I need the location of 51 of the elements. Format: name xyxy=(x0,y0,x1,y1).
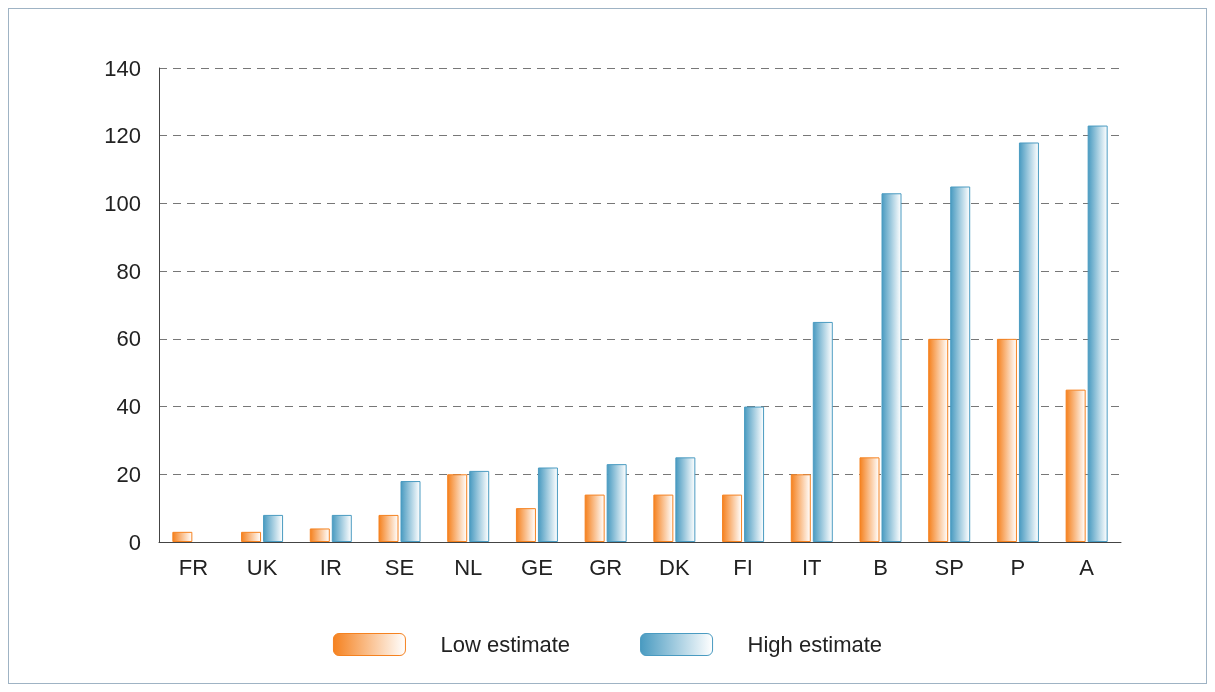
y-tick-label: 140 xyxy=(104,55,141,81)
x-tick-label: IR xyxy=(319,554,342,580)
bar xyxy=(172,531,193,542)
bar xyxy=(790,474,811,542)
y-tick-label: 80 xyxy=(116,258,141,284)
bar xyxy=(722,494,743,542)
y-tick-label: 120 xyxy=(104,123,141,149)
y-tick-label: 40 xyxy=(116,394,141,420)
bar xyxy=(584,494,605,542)
x-tick-label: DK xyxy=(659,554,690,580)
x-tick-label: FI xyxy=(733,554,753,580)
x-tick-label: IT xyxy=(802,554,822,580)
bar xyxy=(378,514,399,542)
x-tick-label: A xyxy=(1079,554,1095,580)
bar xyxy=(263,514,284,542)
bar xyxy=(675,457,696,542)
bar xyxy=(537,467,558,542)
bar xyxy=(950,186,971,542)
bar xyxy=(400,481,421,542)
bar xyxy=(331,514,352,542)
bar xyxy=(447,474,468,542)
bar xyxy=(1018,142,1039,542)
bar xyxy=(859,457,880,542)
bar xyxy=(812,321,833,542)
bar xyxy=(241,531,262,542)
bar xyxy=(653,494,674,542)
y-tick-label: 0 xyxy=(128,529,141,555)
y-tick-label: 100 xyxy=(104,190,141,216)
x-tick-label: NL xyxy=(454,554,483,580)
bar xyxy=(996,338,1017,542)
x-tick-label: SE xyxy=(384,554,415,580)
bar xyxy=(881,193,902,542)
bar xyxy=(928,338,949,542)
x-tick-label: P xyxy=(1010,554,1026,580)
bar xyxy=(515,508,536,542)
bar xyxy=(469,470,490,542)
bar xyxy=(1065,389,1086,542)
x-tick-label: FR xyxy=(178,554,209,580)
bar xyxy=(1087,125,1108,542)
bar xyxy=(744,406,765,542)
bar xyxy=(309,528,330,542)
y-tick-label: 20 xyxy=(116,461,141,487)
x-tick-label: GR xyxy=(589,554,623,580)
x-tick-label: UK xyxy=(246,554,278,580)
legend-label: Low estimate xyxy=(440,632,571,657)
x-tick-label: B xyxy=(873,554,888,580)
legend-label: High estimate xyxy=(747,632,883,657)
y-tick-label: 60 xyxy=(116,326,141,352)
x-tick-label: SP xyxy=(934,554,964,580)
x-tick-label: GE xyxy=(521,554,553,580)
bar xyxy=(606,464,627,542)
